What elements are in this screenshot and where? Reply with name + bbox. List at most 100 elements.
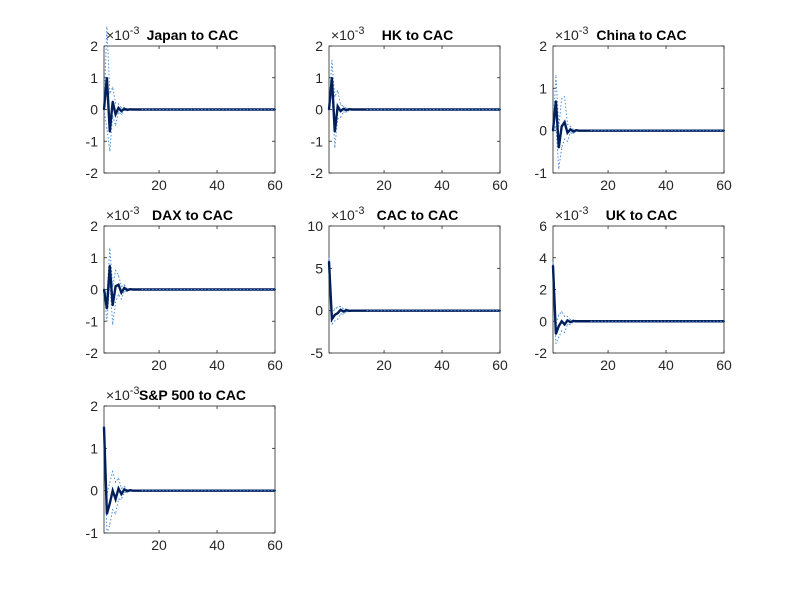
y-tick-label: -2 [311, 165, 324, 181]
data-point-response [345, 109, 348, 112]
data-point-upper [340, 104, 342, 106]
data-point-response [330, 76, 333, 79]
data-point-upper [561, 98, 563, 100]
data-point-upper [564, 96, 566, 98]
x-tick-label: 40 [434, 357, 450, 373]
chart-panel-1: -2 -1 0 1 2 20 40 60 ×10-3 Japan to CAC [86, 25, 283, 193]
exponent-label: ×10-3 [106, 25, 140, 43]
y-tick-label: 0 [539, 313, 547, 329]
data-point-response [569, 321, 572, 323]
data-point-lower [566, 140, 568, 142]
data-point-response [336, 312, 339, 315]
data-point-response [117, 487, 120, 490]
y-tick-label: 2 [539, 38, 547, 54]
data-point-response [105, 76, 108, 79]
axes-box [552, 45, 725, 174]
data-point-response [120, 493, 123, 495]
data-point-lower [342, 111, 344, 113]
exponent-base: ×10 [555, 27, 579, 43]
chart-title: Japan to CAC [147, 27, 239, 43]
data-point-response [105, 307, 108, 310]
axes-box [103, 405, 276, 534]
data-point-response [586, 320, 589, 323]
data-point-upper [342, 105, 344, 107]
x-tick-label: 40 [209, 177, 225, 193]
data-point-response [339, 110, 342, 112]
data-point-response [111, 489, 114, 492]
data-point-response [333, 130, 336, 133]
data-point-upper [345, 107, 347, 109]
data-point-response [362, 309, 365, 312]
data-point-lower [569, 323, 571, 325]
data-point-lower [345, 311, 347, 313]
data-point-response [592, 320, 595, 323]
y-tick-label: 0 [539, 123, 547, 139]
data-point-response [563, 323, 566, 326]
data-point-lower [106, 532, 108, 534]
exponent-label: ×10-3 [331, 205, 365, 223]
data-point-response [560, 320, 563, 323]
data-point-lower [109, 524, 111, 526]
data-point-response [132, 288, 134, 291]
y-tick-label: 1 [539, 80, 547, 96]
data-point-lower [566, 323, 568, 325]
data-point-response [552, 264, 554, 267]
data-point-upper [555, 75, 557, 77]
impulse-response-line [551, 100, 724, 148]
exponent-base: ×10 [106, 387, 130, 403]
data-point-response [578, 129, 580, 132]
data-point-lower [555, 125, 557, 127]
data-point-lower [120, 298, 122, 300]
y-tick-label: 0 [315, 303, 323, 319]
data-point-upper [337, 89, 339, 91]
data-point-response [123, 287, 126, 289]
data-point-upper [340, 305, 342, 307]
y-tick-label: -1 [86, 313, 99, 329]
data-point-response [572, 320, 575, 322]
data-point-response [120, 110, 123, 112]
impulse-response-line [327, 77, 500, 132]
data-point-upper [115, 102, 117, 104]
data-point-response [557, 146, 560, 149]
x-tick-label: 20 [151, 357, 167, 373]
data-point-response [554, 333, 557, 335]
x-tick-label: 40 [209, 357, 225, 373]
data-point-lower [564, 138, 566, 140]
exponent-base: ×10 [555, 207, 579, 223]
data-point-response [117, 107, 120, 109]
data-point-lower [120, 498, 122, 500]
data-point-response [581, 320, 583, 323]
data-point-response [581, 129, 583, 132]
x-tick-label: 20 [376, 357, 392, 373]
y-tick-label: 0 [90, 483, 98, 499]
chart-title: CAC to CAC [377, 207, 459, 223]
y-tick-label: 0 [90, 282, 98, 298]
x-tick-label: 20 [376, 177, 392, 193]
data-point-upper [569, 319, 571, 321]
data-point-lower [117, 293, 119, 295]
data-point-response [357, 108, 359, 111]
confidence-band-upper [328, 258, 500, 316]
data-point-response [134, 288, 137, 291]
y-tick-label: 0 [90, 102, 98, 118]
data-point-response [592, 129, 595, 132]
impulse-response-line [551, 265, 724, 335]
data-point-lower [106, 320, 108, 322]
y-tick-label: -1 [86, 133, 99, 149]
chart-title: DAX to CAC [152, 207, 233, 223]
x-tick-label: 20 [151, 537, 167, 553]
data-point-response [342, 107, 345, 110]
data-point-response [575, 320, 578, 323]
data-point-upper [117, 477, 119, 479]
axes-box [328, 225, 501, 354]
data-point-response [575, 129, 578, 132]
data-point-response [103, 288, 105, 291]
data-point-response [143, 288, 146, 291]
x-tick-label: 60 [716, 177, 732, 193]
data-point-lower [555, 342, 557, 344]
data-point-lower [109, 150, 111, 152]
data-point-response [134, 489, 137, 492]
data-point-lower [331, 323, 333, 325]
data-point-lower [569, 132, 571, 134]
data-point-response [563, 121, 566, 124]
